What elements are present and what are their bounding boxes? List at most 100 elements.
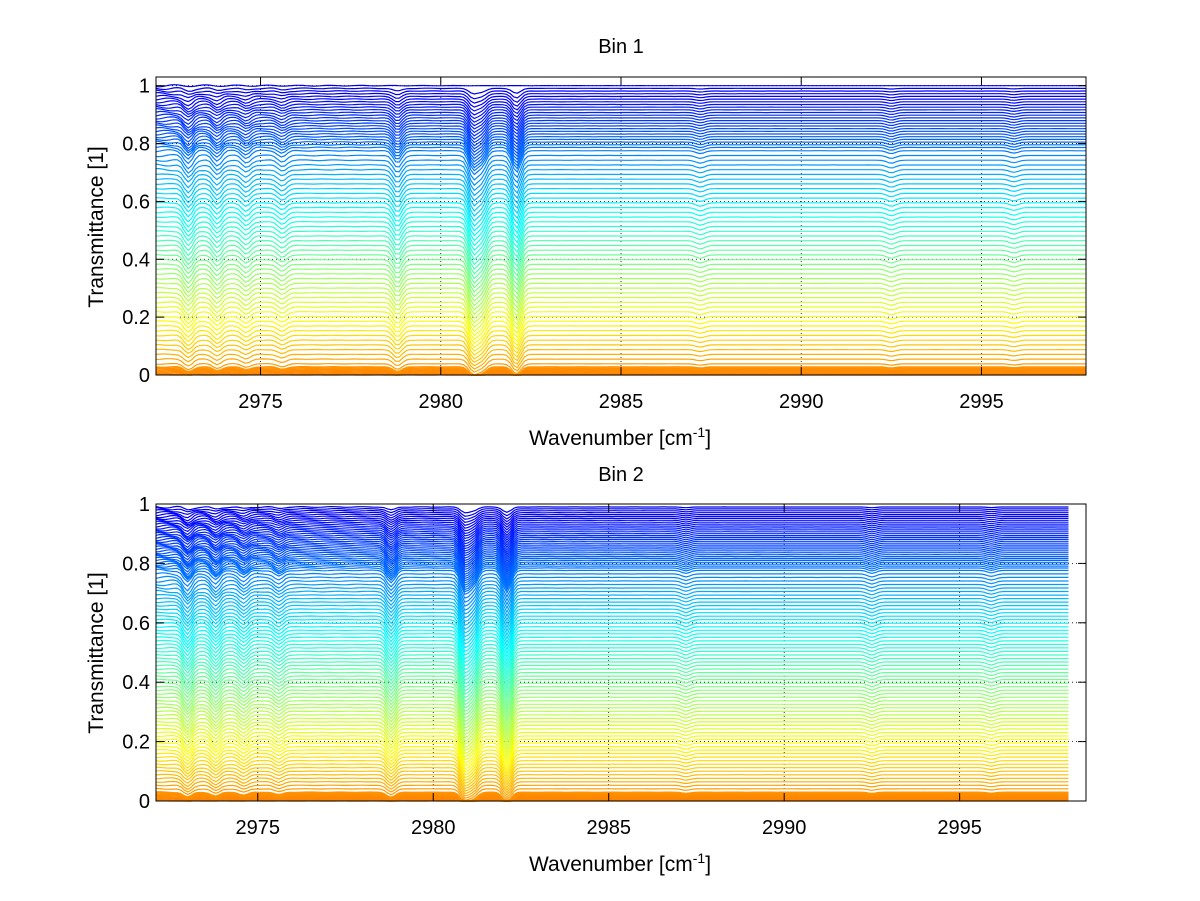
- spectrum-line: [156, 724, 1069, 752]
- spectrum-line: [155, 601, 1069, 631]
- spectrum-line: [155, 742, 1069, 767]
- spectrum-line: [155, 622, 1069, 653]
- spectrum-line: [155, 763, 1069, 784]
- spectrum-line: [156, 362, 1086, 376]
- spectrum-line: [155, 689, 1069, 719]
- y-tick-label: 1: [139, 76, 150, 98]
- spectrum-line: [155, 343, 1086, 364]
- spectrum-line: [155, 531, 1069, 552]
- spectrum-line: [155, 756, 1069, 779]
- x-tick-label: 2995: [959, 391, 1004, 413]
- spectrum-line: [155, 615, 1069, 645]
- y-axis-label: Transmittance [1]: [85, 572, 108, 733]
- spectrum-line: [155, 565, 1069, 591]
- spectrum-line: [155, 124, 1086, 147]
- spectrum-line: [155, 553, 1069, 578]
- spectrum-line: [155, 522, 1069, 540]
- spectrum-line: [155, 149, 1086, 176]
- spectrum-line: [155, 140, 1086, 166]
- spectrum-line: [155, 192, 1086, 222]
- spectrum-line: [155, 661, 1069, 692]
- spectrum-line: [155, 535, 1069, 557]
- spectrum-line: [156, 735, 1069, 761]
- spectrum-line: [155, 611, 1069, 642]
- spectrum-line: [155, 685, 1069, 716]
- spectrum-line: [155, 132, 1086, 157]
- spectrum-line: [155, 206, 1086, 237]
- spectrum-line: [155, 235, 1086, 266]
- spectrum-line: [155, 310, 1086, 337]
- spectrum-line: [155, 100, 1086, 116]
- spectrum-line: [155, 178, 1086, 207]
- x-tick-label: 2995: [937, 817, 982, 839]
- y-tick-labels: 0 0.2 0.4 0.6 0.8 1: [122, 494, 150, 813]
- spectrum-line: [155, 103, 1086, 120]
- x-tick-label: 2980: [411, 817, 456, 839]
- spectrum-line: [155, 173, 1086, 202]
- spectrum-line: [155, 777, 1069, 795]
- spectrum-line: [155, 239, 1086, 271]
- spectrum-line: [155, 682, 1069, 713]
- x-tick-labels: 2975 2980 2985 2990 2995: [236, 817, 982, 839]
- spectrum-line: [155, 717, 1069, 745]
- spectrum-line: [156, 797, 1069, 802]
- spectrum-line: [155, 510, 1069, 523]
- spectrum-line: [155, 512, 1069, 526]
- spectrum-line: [155, 759, 1069, 782]
- spectrum-line: [155, 589, 1069, 619]
- spectrum-line: [155, 518, 1069, 535]
- tick-marks: [156, 77, 1086, 376]
- spectrum-line: [155, 105, 1086, 123]
- spectrum-line: [155, 618, 1069, 649]
- y-tick-label: 0.6: [122, 191, 150, 213]
- spectrum-line: [155, 339, 1086, 360]
- y-tick-labels: 0 0.2 0.4 0.6 0.8 1: [122, 76, 150, 387]
- spectrum-line: [155, 135, 1086, 160]
- y-tick-label: 0.4: [122, 249, 150, 271]
- spectrum-line: [155, 572, 1069, 599]
- x-axis-label-superscript: -1: [693, 850, 706, 866]
- spectrum-line: [155, 738, 1069, 764]
- spectrum-line: [155, 507, 1069, 517]
- spectrum-line: [155, 713, 1069, 742]
- spectrum-line: [155, 315, 1086, 341]
- spectrum-line: [155, 244, 1086, 275]
- spectrum-line: [155, 799, 1069, 802]
- spectrum-line: [155, 543, 1069, 566]
- spectrum-line: [155, 692, 1069, 723]
- spectrum-line: [155, 296, 1086, 324]
- spectrum-line: [155, 545, 1069, 568]
- spectrum-line: [155, 727, 1069, 755]
- spectrum-line: [155, 182, 1086, 212]
- y-tick-label: 0.8: [122, 134, 150, 156]
- spectrum-line: [155, 745, 1069, 770]
- spectrum-line: [155, 138, 1086, 163]
- spectrum-line: [155, 119, 1086, 140]
- x-tick-label: 2975: [236, 817, 281, 839]
- spectrum-line: [155, 703, 1069, 733]
- spectrum-line: [155, 258, 1086, 289]
- spectrum-line: [155, 632, 1069, 664]
- spectrum-line: [155, 153, 1086, 181]
- spectrum-line: [155, 353, 1086, 370]
- spectrum-line: [155, 749, 1069, 773]
- spectrum-line: [155, 142, 1086, 169]
- spectrum-line: [155, 253, 1086, 284]
- x-tick-label: 2985: [599, 391, 644, 413]
- spectrum-line: [155, 348, 1086, 367]
- y-axis-label: Transmittance [1]: [85, 146, 108, 307]
- spectrum-line: [155, 650, 1069, 682]
- spectrum-line: [155, 520, 1069, 537]
- spectrum-line: [155, 752, 1069, 776]
- spectrum-line: [156, 568, 1069, 596]
- spectrum-line: [155, 334, 1086, 356]
- series-group: [155, 505, 1069, 802]
- spectrum-line: [155, 560, 1069, 586]
- spectrum-line: [155, 329, 1086, 353]
- spectrum-line: [155, 797, 1069, 802]
- spectrum-line: [155, 287, 1086, 316]
- spectrum-line: [155, 159, 1086, 187]
- spectrum-line: [155, 320, 1086, 345]
- chart-title: Bin 2: [598, 464, 644, 486]
- x-tick-label: 2980: [419, 391, 464, 413]
